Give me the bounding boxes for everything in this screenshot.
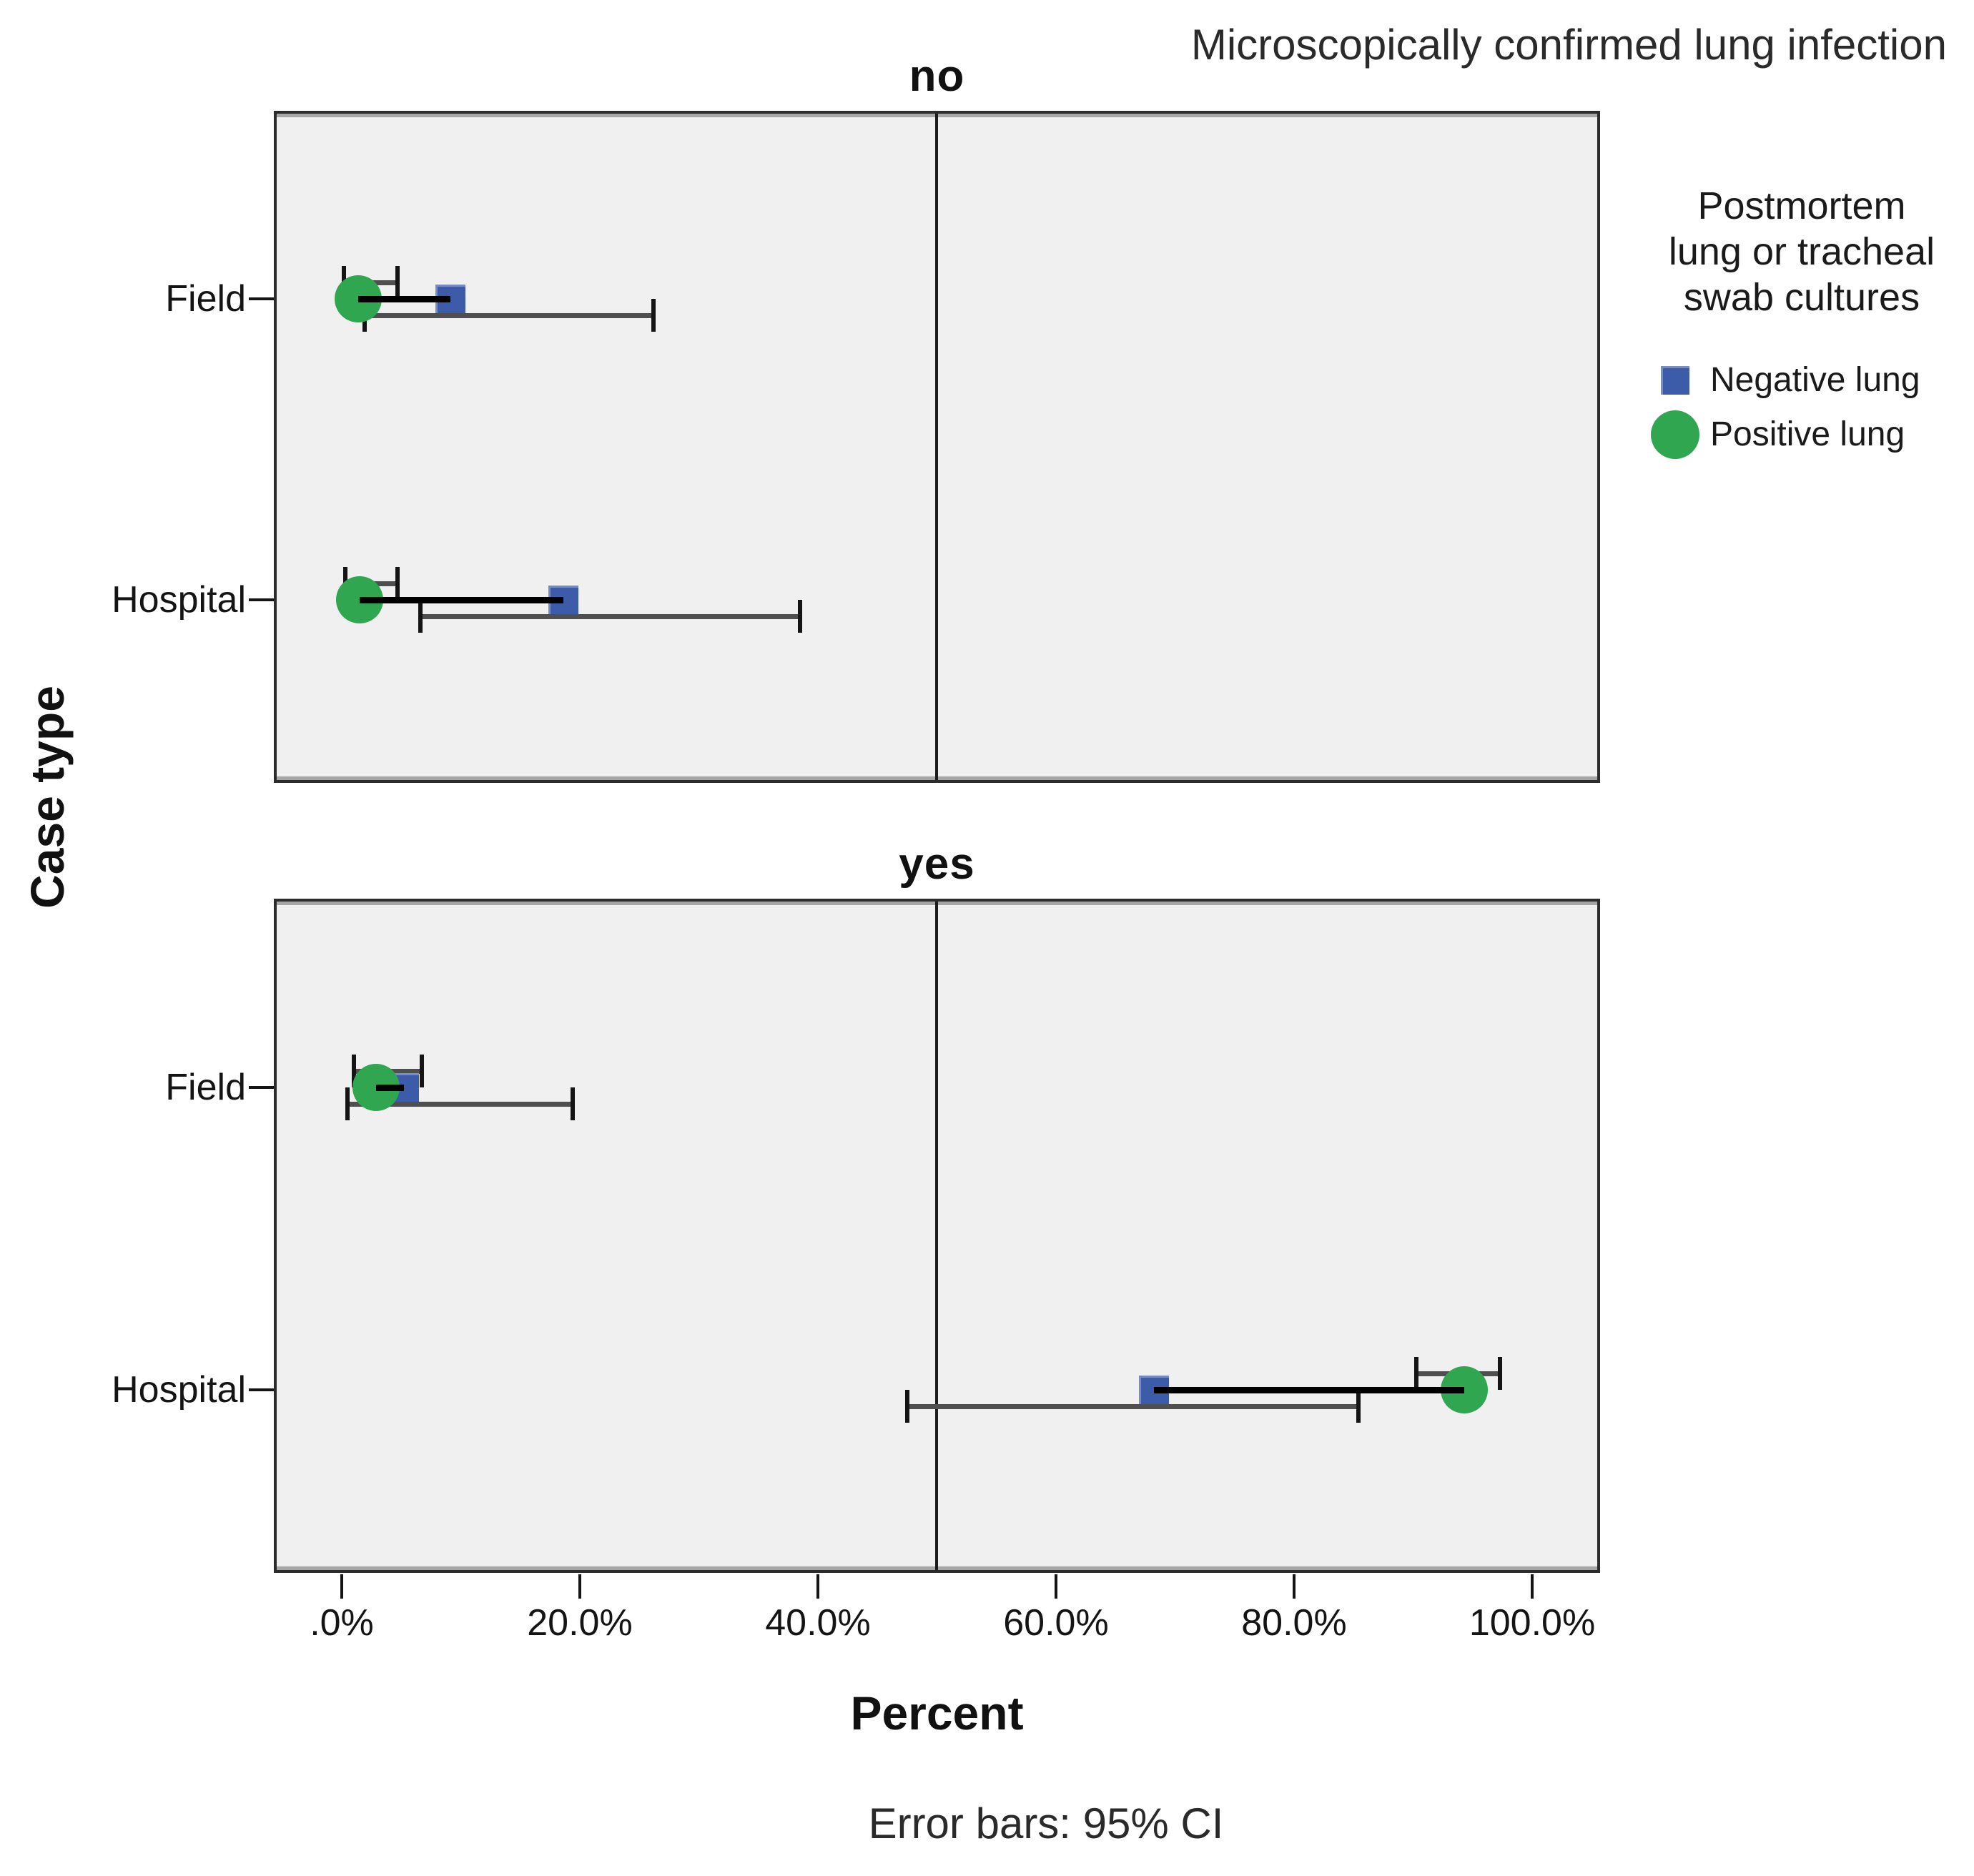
category-tick: [249, 598, 274, 601]
ci-cap-high-positive: [395, 567, 400, 600]
ci-line-negative: [347, 1102, 573, 1107]
x-axis-title: Percent: [850, 1687, 1024, 1739]
category-label: Hospital: [112, 1369, 246, 1411]
facet-panel-yes: [274, 899, 1600, 1573]
legend-marker-negative-square-icon: [1661, 366, 1689, 395]
ci-cap-low-positive: [352, 1055, 356, 1087]
connector-line: [376, 1085, 404, 1091]
category-tick: [249, 1388, 274, 1391]
ci-line-negative: [420, 614, 800, 619]
x-axis-tick-label: 40.0%: [765, 1602, 871, 1644]
ci-cap-low-negative: [418, 600, 423, 633]
ci-cap-low-negative: [905, 1390, 909, 1423]
y-axis-title: Case type: [21, 686, 74, 909]
facet-title-no: no: [909, 51, 965, 101]
x-axis-tick-label: 100.0%: [1469, 1602, 1596, 1644]
x-axis-tick: [578, 1574, 581, 1599]
chart-title: Microscopically confirmed lung infection: [1190, 21, 1947, 69]
facet-title-yes: yes: [899, 839, 975, 889]
reference-line-50pct: [935, 114, 938, 780]
x-axis-tick-label: 20.0%: [527, 1602, 633, 1644]
reference-line-50pct: [935, 902, 938, 1570]
ci-cap-high-positive: [420, 1055, 424, 1087]
legend-title-line-2: lung or tracheal: [1668, 230, 1935, 273]
legend-marker-positive-circle-icon: [1651, 410, 1699, 459]
connector-line: [360, 597, 563, 603]
x-axis-tick-label: 60.0%: [1003, 1602, 1109, 1644]
x-axis-tick: [1293, 1574, 1296, 1599]
legend-title-line-3: swab cultures: [1683, 276, 1920, 319]
ci-cap-high-negative: [651, 299, 656, 332]
error-bar-footnote: Error bars: 95% CI: [868, 1800, 1224, 1847]
x-axis-tick: [1531, 1574, 1534, 1599]
x-axis-tick: [340, 1574, 343, 1599]
ci-cap-high-negative: [798, 600, 802, 633]
x-axis-tick-label: 80.0%: [1241, 1602, 1347, 1644]
category-label: Field: [165, 1067, 246, 1108]
ci-cap-low-negative: [345, 1087, 350, 1120]
category-tick: [249, 297, 274, 300]
ci-cap-high-negative: [1356, 1390, 1361, 1423]
category-tick: [249, 1086, 274, 1089]
ci-line-negative: [365, 313, 653, 318]
legend: Postmortem lung or tracheal swab culture…: [1637, 183, 1966, 483]
legend-label-negative: Negative lung: [1710, 361, 1920, 399]
x-axis-tick: [816, 1574, 819, 1599]
x-axis-tick-label: .0%: [310, 1602, 374, 1644]
facet-panel-no: [274, 111, 1600, 783]
category-label: Hospital: [112, 579, 246, 621]
category-label: Field: [165, 278, 246, 320]
x-axis-tick: [1055, 1574, 1057, 1599]
connector-line: [358, 296, 450, 302]
ci-cap-high-positive: [395, 266, 400, 299]
ci-cap-high-positive: [1498, 1357, 1502, 1390]
legend-label-positive: Positive lung: [1710, 415, 1905, 453]
legend-title-line-1: Postmortem: [1697, 184, 1906, 227]
ci-cap-high-negative: [571, 1087, 575, 1120]
connector-line: [1154, 1387, 1464, 1393]
ci-line-negative: [907, 1404, 1358, 1409]
ci-cap-low-positive: [1414, 1357, 1418, 1390]
